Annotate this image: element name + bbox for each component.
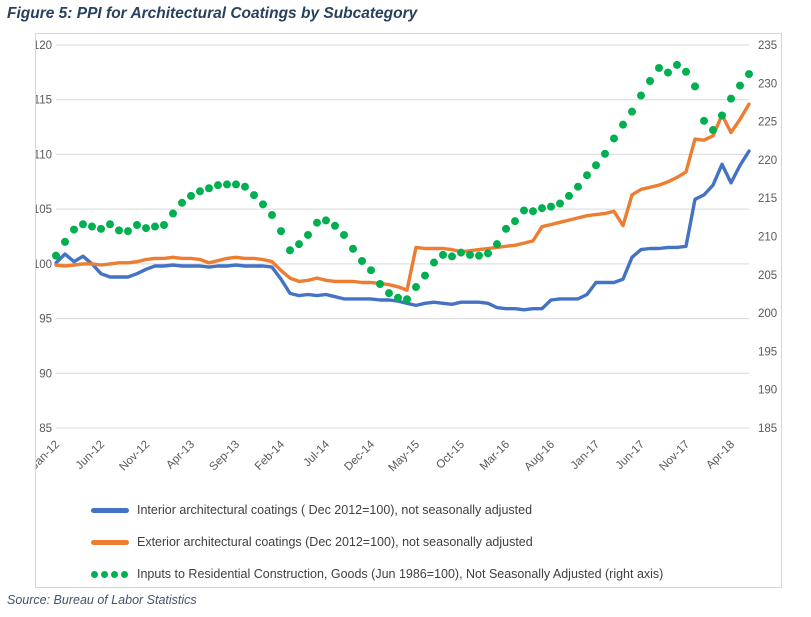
svg-text:Oct-15: Oct-15 [434, 439, 467, 472]
svg-text:215: 215 [758, 193, 777, 205]
svg-text:Apr-13: Apr-13 [164, 439, 197, 472]
svg-text:225: 225 [758, 117, 777, 129]
svg-text:Feb-14: Feb-14 [253, 438, 288, 473]
svg-text:Nov-12: Nov-12 [117, 439, 152, 474]
svg-text:Mar-16: Mar-16 [478, 439, 512, 473]
svg-text:100: 100 [36, 259, 52, 271]
legend-item-interior: Interior architectural coatings ( Dec 20… [91, 494, 771, 526]
gridlines [56, 44, 749, 429]
figure-title: Figure 5: PPI for Architectural Coatings… [7, 5, 418, 22]
svg-text:Aug-16: Aug-16 [522, 439, 557, 474]
series-exterior-line [54, 102, 751, 292]
ppi-line-chart: 120 115 110 105 100 95 90 85 235 230 225 220 215 210… [36, 40, 777, 474]
svg-text:95: 95 [39, 314, 52, 326]
svg-text:105: 105 [36, 204, 52, 216]
svg-text:120: 120 [36, 40, 52, 52]
svg-text:195: 195 [758, 346, 777, 358]
svg-text:190: 190 [758, 385, 777, 397]
svg-text:115: 115 [36, 95, 52, 107]
svg-text:110: 110 [36, 149, 52, 161]
svg-text:Apr-18: Apr-18 [704, 439, 737, 472]
svg-text:230: 230 [758, 78, 777, 90]
interior-line-swatch [91, 507, 131, 513]
svg-text:May-15: May-15 [387, 439, 423, 475]
left-axis-labels: 120 115 110 105 100 95 90 85 [36, 40, 52, 435]
svg-text:Jun-17: Jun-17 [614, 439, 647, 472]
svg-text:220: 220 [758, 155, 777, 167]
svg-text:235: 235 [758, 40, 777, 52]
chart-frame: 120 115 110 105 100 95 90 85 235 230 225 220 215 210… [35, 33, 782, 588]
legend-item-exterior: Exterior architectural coatings (Dec 201… [91, 526, 771, 558]
svg-text:Jan-12: Jan-12 [36, 439, 62, 472]
svg-text:Nov-17: Nov-17 [657, 439, 692, 474]
svg-text:210: 210 [758, 232, 777, 244]
svg-text:Jun-12: Jun-12 [74, 439, 107, 472]
series-inputs-dots [52, 60, 753, 304]
inputs-dots-swatch [91, 570, 131, 578]
svg-text:200: 200 [758, 308, 777, 320]
legend-label-interior: Interior architectural coatings ( Dec 20… [137, 503, 533, 517]
svg-text:Dec-14: Dec-14 [342, 438, 377, 473]
svg-text:Jul-14: Jul-14 [301, 438, 332, 469]
svg-text:Jan-17: Jan-17 [569, 439, 602, 472]
series-interior-line [54, 149, 751, 312]
exterior-line-swatch [91, 539, 131, 545]
legend-label-exterior: Exterior architectural coatings (Dec 201… [137, 535, 533, 549]
source-note: Source: Bureau of Labor Statistics [7, 593, 197, 607]
svg-text:90: 90 [39, 368, 52, 380]
legend-label-inputs: Inputs to Residential Construction, Good… [137, 567, 664, 581]
chart-legend: Interior architectural coatings ( Dec 20… [91, 494, 771, 590]
right-axis-labels: 235 230 225 220 215 210 205 200 195 190 185 [758, 40, 777, 435]
legend-item-inputs: Inputs to Residential Construction, Good… [91, 558, 771, 590]
svg-text:185: 185 [758, 423, 777, 435]
svg-text:Sep-13: Sep-13 [207, 439, 242, 474]
svg-text:205: 205 [758, 270, 777, 282]
x-axis-labels: Jan-12 Jun-12 Nov-12 Apr-13 Sep-13 Feb-14 Jul-… [36, 438, 737, 474]
svg-text:85: 85 [39, 423, 52, 435]
